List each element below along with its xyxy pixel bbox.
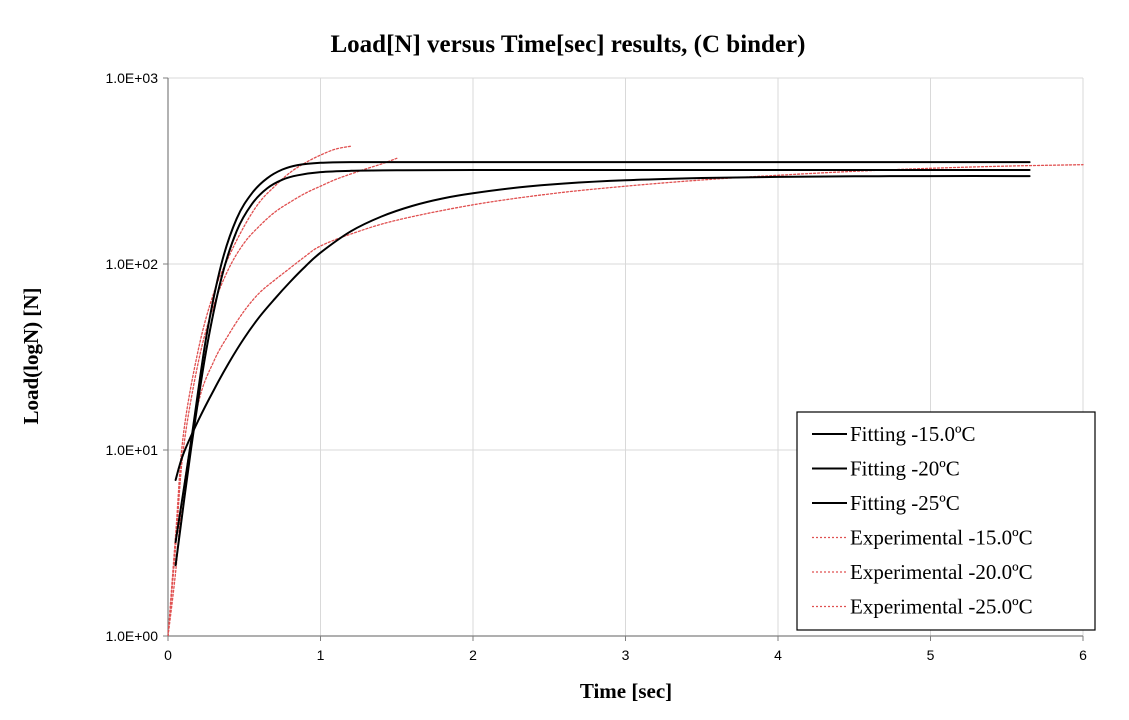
legend-label: Experimental -15.0ºC: [850, 526, 1033, 550]
y-tick-label: 1.0E+00: [105, 628, 158, 644]
x-axis-label: Time [sec]: [580, 679, 672, 703]
legend-label: Fitting -20ºC: [850, 457, 960, 481]
series-line-3: [174, 175, 1031, 481]
chart-title: Load[N] versus Time[sec] results, (C bin…: [331, 31, 806, 58]
series-line-1: [174, 168, 1031, 567]
legend-label: Experimental -20.0ºC: [850, 560, 1033, 584]
legend-label: Fitting -25ºC: [850, 491, 960, 515]
x-tick-label: 1: [317, 647, 325, 663]
x-tick-label: 2: [469, 647, 477, 663]
x-tick-label: 3: [622, 647, 630, 663]
series-layer: [167, 145, 1084, 637]
x-tick-label: 0: [164, 647, 172, 663]
series-line-5: [167, 157, 398, 637]
series-line-6: [167, 164, 1084, 637]
legend-label: Experimental -25.0ºC: [850, 595, 1033, 619]
legend: Fitting -15.0ºC Fitting -20ºC Fitting -25º…: [796, 411, 1096, 631]
y-tick-label: 1.0E+01: [105, 442, 158, 458]
x-tick-label: 4: [774, 647, 782, 663]
y-axis-ticks: 1.0E+00 1.0E+01 1.0E+02 1.0E+03: [105, 70, 168, 644]
y-axis-label: Load(logN) [N]: [19, 287, 43, 424]
y-tick-label: 1.0E+03: [105, 70, 158, 86]
x-tick-label: 6: [1079, 647, 1087, 663]
y-tick-label: 1.0E+02: [105, 256, 158, 272]
legend-box: [796, 411, 1096, 631]
series-line-4: [167, 145, 352, 637]
series-line-2: [174, 161, 1031, 543]
x-tick-label: 5: [927, 647, 935, 663]
legend-label: Fitting -15.0ºC: [850, 422, 976, 446]
x-axis-ticks: 0 1 2 3 4 5 6: [164, 636, 1087, 663]
